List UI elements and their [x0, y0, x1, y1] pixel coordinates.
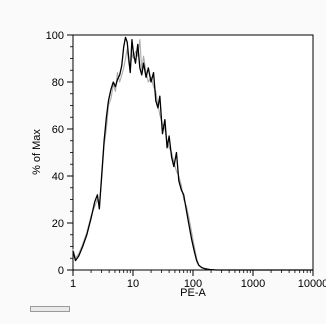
x-axis-title: PE-A — [180, 287, 206, 299]
x-tick-label: 100 — [184, 278, 202, 290]
x-axis: 1 10 100 1000 10000 — [70, 270, 326, 290]
y-tick-label: 0 — [58, 265, 64, 277]
footer-stamp — [30, 306, 70, 312]
x-tick-label: 1000 — [241, 278, 265, 290]
series-layer — [72, 36, 313, 271]
y-axis-title: % of Max — [31, 129, 43, 175]
series-line-1 — [72, 36, 313, 271]
x-tick-label: 10 — [127, 278, 139, 290]
y-tick-label: 80 — [52, 77, 64, 89]
y-tick-label: 20 — [52, 218, 64, 230]
x-tick-label: 10000 — [298, 278, 326, 290]
y-tick-label: 40 — [52, 171, 64, 183]
plot-area-frame — [72, 34, 314, 271]
x-tick-label: 1 — [70, 278, 76, 290]
y-tick-label: 100 — [46, 30, 64, 42]
y-tick-label: 60 — [52, 124, 64, 136]
y-axis: 0 20 40 60 80 100 — [46, 30, 73, 277]
